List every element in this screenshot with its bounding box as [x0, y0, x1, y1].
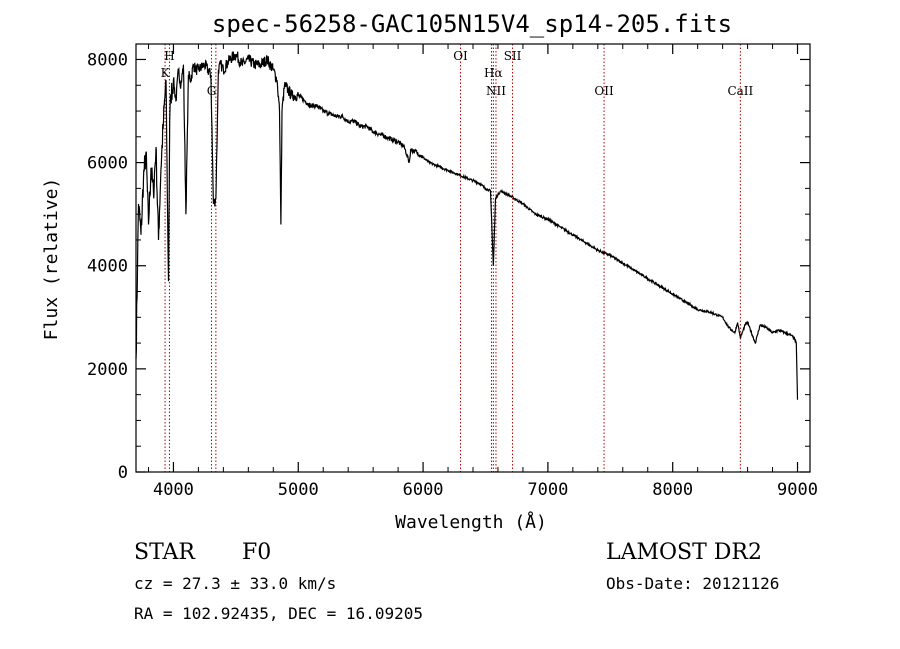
annotation-label: OI [453, 49, 468, 63]
redshift-text: cz = 27.3 ± 33.0 km/s [134, 574, 336, 593]
chart-title: spec-56258-GAC105N15V4_sp14-205.fits [212, 10, 732, 38]
subclass-label: F0 [242, 540, 271, 565]
y-tick-label: 4000 [87, 257, 128, 277]
annotation-label: Hα [484, 66, 503, 80]
survey-label: LAMOST DR2 [606, 540, 762, 565]
y-tick-label: 6000 [87, 154, 128, 174]
x-tick-label: 7000 [527, 480, 568, 500]
x-tick-label: 8000 [652, 480, 693, 500]
x-tick-label: 9000 [777, 480, 818, 500]
x-tick-label: 6000 [403, 480, 444, 500]
y-axis-ticks: 0 2000 4000 6000 8000 [87, 50, 810, 483]
annotation-label: H [164, 49, 174, 63]
spectrum-line [135, 51, 799, 400]
plot-frame [135, 43, 811, 473]
y-tick-label: 8000 [87, 50, 128, 70]
x-tick-label: 4000 [153, 480, 194, 500]
obs-date-text: Obs-Date: 20121126 [606, 574, 779, 593]
annotation-label: SII [504, 49, 522, 63]
annotation-label: CaII [727, 84, 753, 98]
x-tick-label: 5000 [278, 480, 319, 500]
coords-text: RA = 102.92435, DEC = 16.09205 [134, 604, 423, 623]
x-axis-ticks: 4000 5000 6000 7000 8000 9000 [147, 44, 818, 500]
annotation-label: OII [594, 84, 614, 98]
y-tick-label: 0 [118, 463, 128, 483]
x-axis-label: Wavelength (Å) [395, 511, 547, 533]
annotation-label: NII [486, 84, 506, 98]
y-tick-label: 2000 [87, 360, 128, 380]
y-axis-label: Flux (relative) [41, 178, 62, 341]
annotation-label: K [161, 66, 171, 80]
class-label: STAR [134, 540, 196, 565]
